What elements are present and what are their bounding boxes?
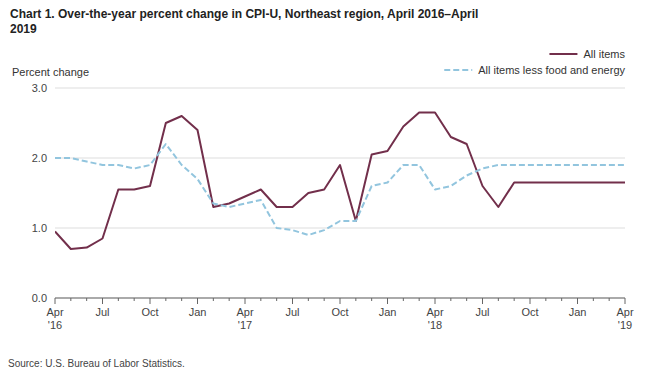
title-line: Chart 1. Over-the-year percent change in… [10, 7, 478, 21]
x-tick-label-line: Oct [331, 306, 348, 318]
x-minor-tick [371, 298, 372, 301]
x-tick-label-line: Oct [141, 306, 158, 318]
x-minor-tick [308, 298, 309, 301]
x-tick-label: Oct [331, 306, 348, 318]
x-minor-tick [118, 298, 119, 301]
source: Source: U.S. Bureau of Labor Statistics. [8, 358, 185, 369]
x-tick-label-line: Apr [46, 306, 63, 318]
x-tick [55, 298, 56, 304]
x-tick [245, 298, 246, 304]
x-minor-tick [609, 298, 610, 301]
x-minor-tick [213, 298, 214, 301]
x-minor-tick [324, 298, 325, 301]
x-tick [340, 298, 341, 304]
legend-swatch [444, 69, 472, 71]
x-tick-label-line: Jul [285, 306, 299, 318]
grid-line [55, 228, 625, 229]
y-tick-label: 3.0 [32, 82, 47, 94]
y-tick-label: 1.0 [32, 222, 47, 234]
x-minor-tick [545, 298, 546, 301]
y-tick-label: 2.0 [32, 152, 47, 164]
x-minor-tick [355, 298, 356, 301]
title: Chart 1. Over-the-year percent change in… [10, 7, 478, 36]
x-tick [102, 298, 103, 304]
grid-line [55, 158, 625, 159]
x-tick [292, 298, 293, 304]
x-minor-tick [419, 298, 420, 301]
x-tick-label-line: '18 [428, 319, 442, 331]
x-minor-tick [466, 298, 467, 301]
x-tick-label: Apr'18 [426, 306, 443, 331]
title-line: 2019 [10, 22, 37, 36]
x-minor-tick [260, 298, 261, 301]
legend-label: All items [583, 48, 625, 60]
x-tick-label: Jan [379, 306, 397, 318]
x-tick-label-line: '17 [238, 319, 252, 331]
x-tick-label-line: Jan [379, 306, 397, 318]
x-tick [482, 298, 483, 304]
x-tick-label-line: Apr [236, 306, 253, 318]
x-tick [577, 298, 578, 304]
x-tick-label-line: Apr [426, 306, 443, 318]
chart-container: Chart 1. Over-the-year percent change in… [0, 0, 650, 373]
x-tick [625, 298, 626, 304]
x-tick [150, 298, 151, 304]
x-tick [435, 298, 436, 304]
x-minor-tick [86, 298, 87, 301]
x-tick-label: Jan [189, 306, 207, 318]
x-tick-label-line: Jul [475, 306, 489, 318]
x-minor-tick [229, 298, 230, 301]
x-minor-tick [165, 298, 166, 301]
x-tick-label-line: Oct [521, 306, 538, 318]
x-tick-label: Apr'17 [236, 306, 253, 331]
x-tick-label-line: Jan [569, 306, 587, 318]
x-tick [530, 298, 531, 304]
legend: All items All items less food and energy [444, 48, 625, 76]
x-tick-label: Apr'16 [46, 306, 63, 331]
x-minor-tick [276, 298, 277, 301]
x-minor-tick [134, 298, 135, 301]
x-tick-label: Jan [569, 306, 587, 318]
x-tick-label: Jul [95, 306, 109, 318]
x-tick-label-line: '16 [48, 319, 62, 331]
x-tick-label-line: Apr [616, 306, 633, 318]
plot-area [55, 113, 625, 250]
x-tick-label: Jul [285, 306, 299, 318]
grid-line [55, 88, 625, 89]
legend-swatch [549, 53, 577, 55]
x-tick-label-line: Jan [189, 306, 207, 318]
x-minor-tick [498, 298, 499, 301]
x-minor-tick [70, 298, 71, 301]
series-line [55, 113, 625, 250]
x-minor-tick [514, 298, 515, 301]
y-axis-label: Percent change [12, 66, 89, 78]
x-tick-label: Oct [141, 306, 158, 318]
x-minor-tick [561, 298, 562, 301]
legend-label: All items less food and energy [478, 64, 625, 76]
x-tick-label-line: '19 [618, 319, 632, 331]
x-tick [197, 298, 198, 304]
x-minor-tick [181, 298, 182, 301]
chart: Chart 1. Over-the-year percent change in… [0, 0, 650, 373]
x-minor-tick [403, 298, 404, 301]
x-tick-label: Apr'19 [616, 306, 633, 331]
background [0, 0, 650, 373]
x-tick-label: Jul [475, 306, 489, 318]
y-tick-label: 0.0 [32, 292, 47, 304]
x-minor-tick [593, 298, 594, 301]
x-tick [387, 298, 388, 304]
series-line [55, 144, 625, 235]
x-tick-label-line: Jul [95, 306, 109, 318]
x-minor-tick [450, 298, 451, 301]
x-tick-label: Oct [521, 306, 538, 318]
